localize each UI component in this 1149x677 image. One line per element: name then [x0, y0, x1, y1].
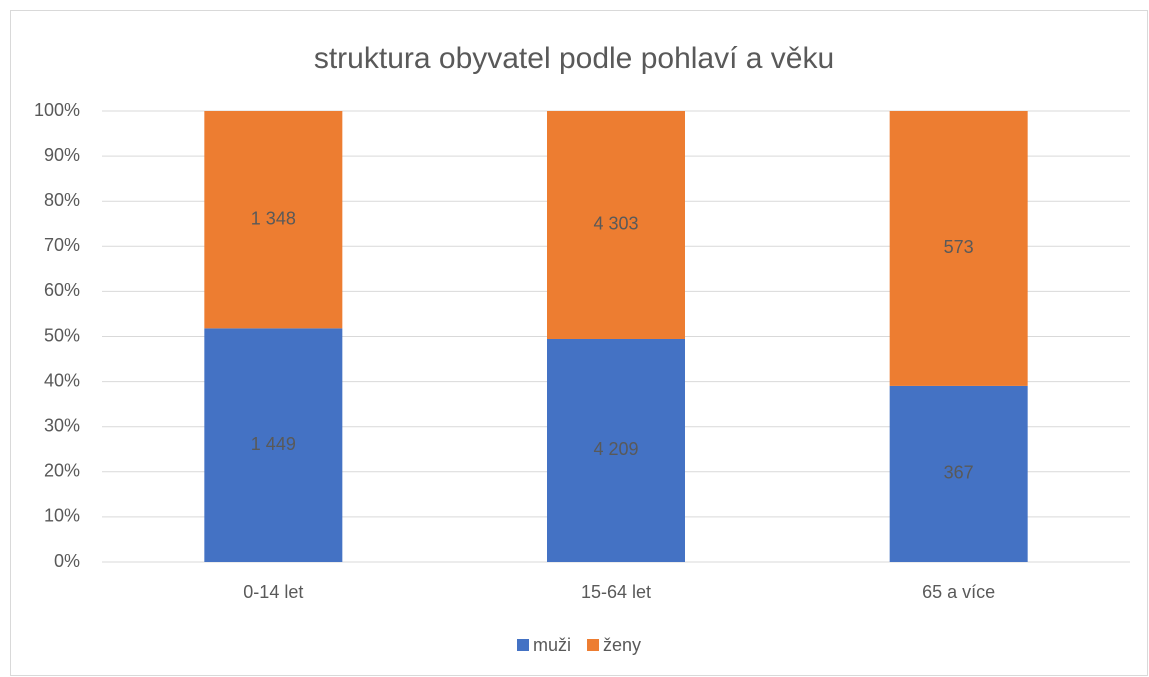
legend-swatch	[517, 639, 529, 651]
bar-segment	[204, 111, 343, 329]
bar-segment	[547, 111, 685, 339]
legend-label: ženy	[603, 635, 641, 655]
bar-segment	[889, 385, 1028, 562]
bar-segment	[889, 111, 1028, 386]
legend-swatch	[587, 639, 600, 651]
y-tick-label: 100%	[34, 100, 80, 120]
y-tick-label: 40%	[44, 370, 80, 390]
y-tick-label: 90%	[44, 145, 80, 165]
data-label: 573	[944, 237, 974, 257]
legend-label: muži	[533, 635, 571, 655]
y-tick-label: 60%	[44, 280, 80, 300]
y-tick-label: 50%	[44, 325, 80, 345]
data-label: 4 303	[593, 214, 638, 234]
x-tick-label: 15-64 let	[581, 582, 651, 602]
bar-segment	[204, 328, 343, 562]
bar-segment	[547, 338, 685, 562]
y-tick-label: 10%	[44, 506, 80, 526]
data-label: 1 348	[251, 208, 296, 228]
y-tick-label: 70%	[44, 235, 80, 255]
chart-title: struktura obyvatel podle pohlaví a věku	[314, 42, 834, 75]
y-tick-label: 30%	[44, 415, 80, 435]
y-tick-label: 0%	[54, 551, 80, 571]
y-tick-label: 20%	[44, 461, 80, 481]
y-tick-label: 80%	[44, 190, 80, 210]
data-label: 1 449	[251, 434, 296, 454]
x-tick-label: 65 a více	[922, 582, 995, 602]
data-label: 4 209	[593, 439, 638, 459]
data-label: 367	[944, 463, 974, 483]
x-tick-label: 0-14 let	[243, 582, 303, 602]
